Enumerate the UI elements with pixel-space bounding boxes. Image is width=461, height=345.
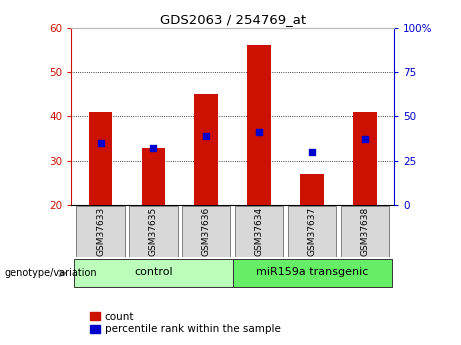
Text: GSM37634: GSM37634 xyxy=(255,207,264,256)
Bar xyxy=(300,174,324,205)
Bar xyxy=(142,148,165,205)
Text: GSM37633: GSM37633 xyxy=(96,207,105,256)
Point xyxy=(308,149,316,155)
Title: GDS2063 / 254769_at: GDS2063 / 254769_at xyxy=(160,13,306,27)
Bar xyxy=(235,206,284,257)
Bar xyxy=(77,206,124,257)
Text: GSM37635: GSM37635 xyxy=(149,207,158,256)
Bar xyxy=(341,206,389,257)
Bar xyxy=(74,259,233,287)
Point xyxy=(255,129,263,135)
Text: GSM37636: GSM37636 xyxy=(202,207,211,256)
Text: GSM37637: GSM37637 xyxy=(307,207,317,256)
Point xyxy=(361,136,369,141)
Point xyxy=(97,140,104,146)
Point xyxy=(203,134,210,139)
Text: control: control xyxy=(134,267,173,277)
Text: GSM37638: GSM37638 xyxy=(361,207,370,256)
Text: miR159a transgenic: miR159a transgenic xyxy=(256,267,368,277)
Bar xyxy=(89,112,112,205)
Bar xyxy=(248,45,271,205)
Bar xyxy=(353,112,377,205)
Legend: count, percentile rank within the sample: count, percentile rank within the sample xyxy=(88,309,283,336)
Bar xyxy=(288,206,336,257)
Bar xyxy=(130,206,177,257)
Bar xyxy=(182,206,230,257)
Point xyxy=(150,145,157,150)
Bar xyxy=(195,94,218,205)
Bar xyxy=(233,259,391,287)
Text: genotype/variation: genotype/variation xyxy=(5,268,97,278)
